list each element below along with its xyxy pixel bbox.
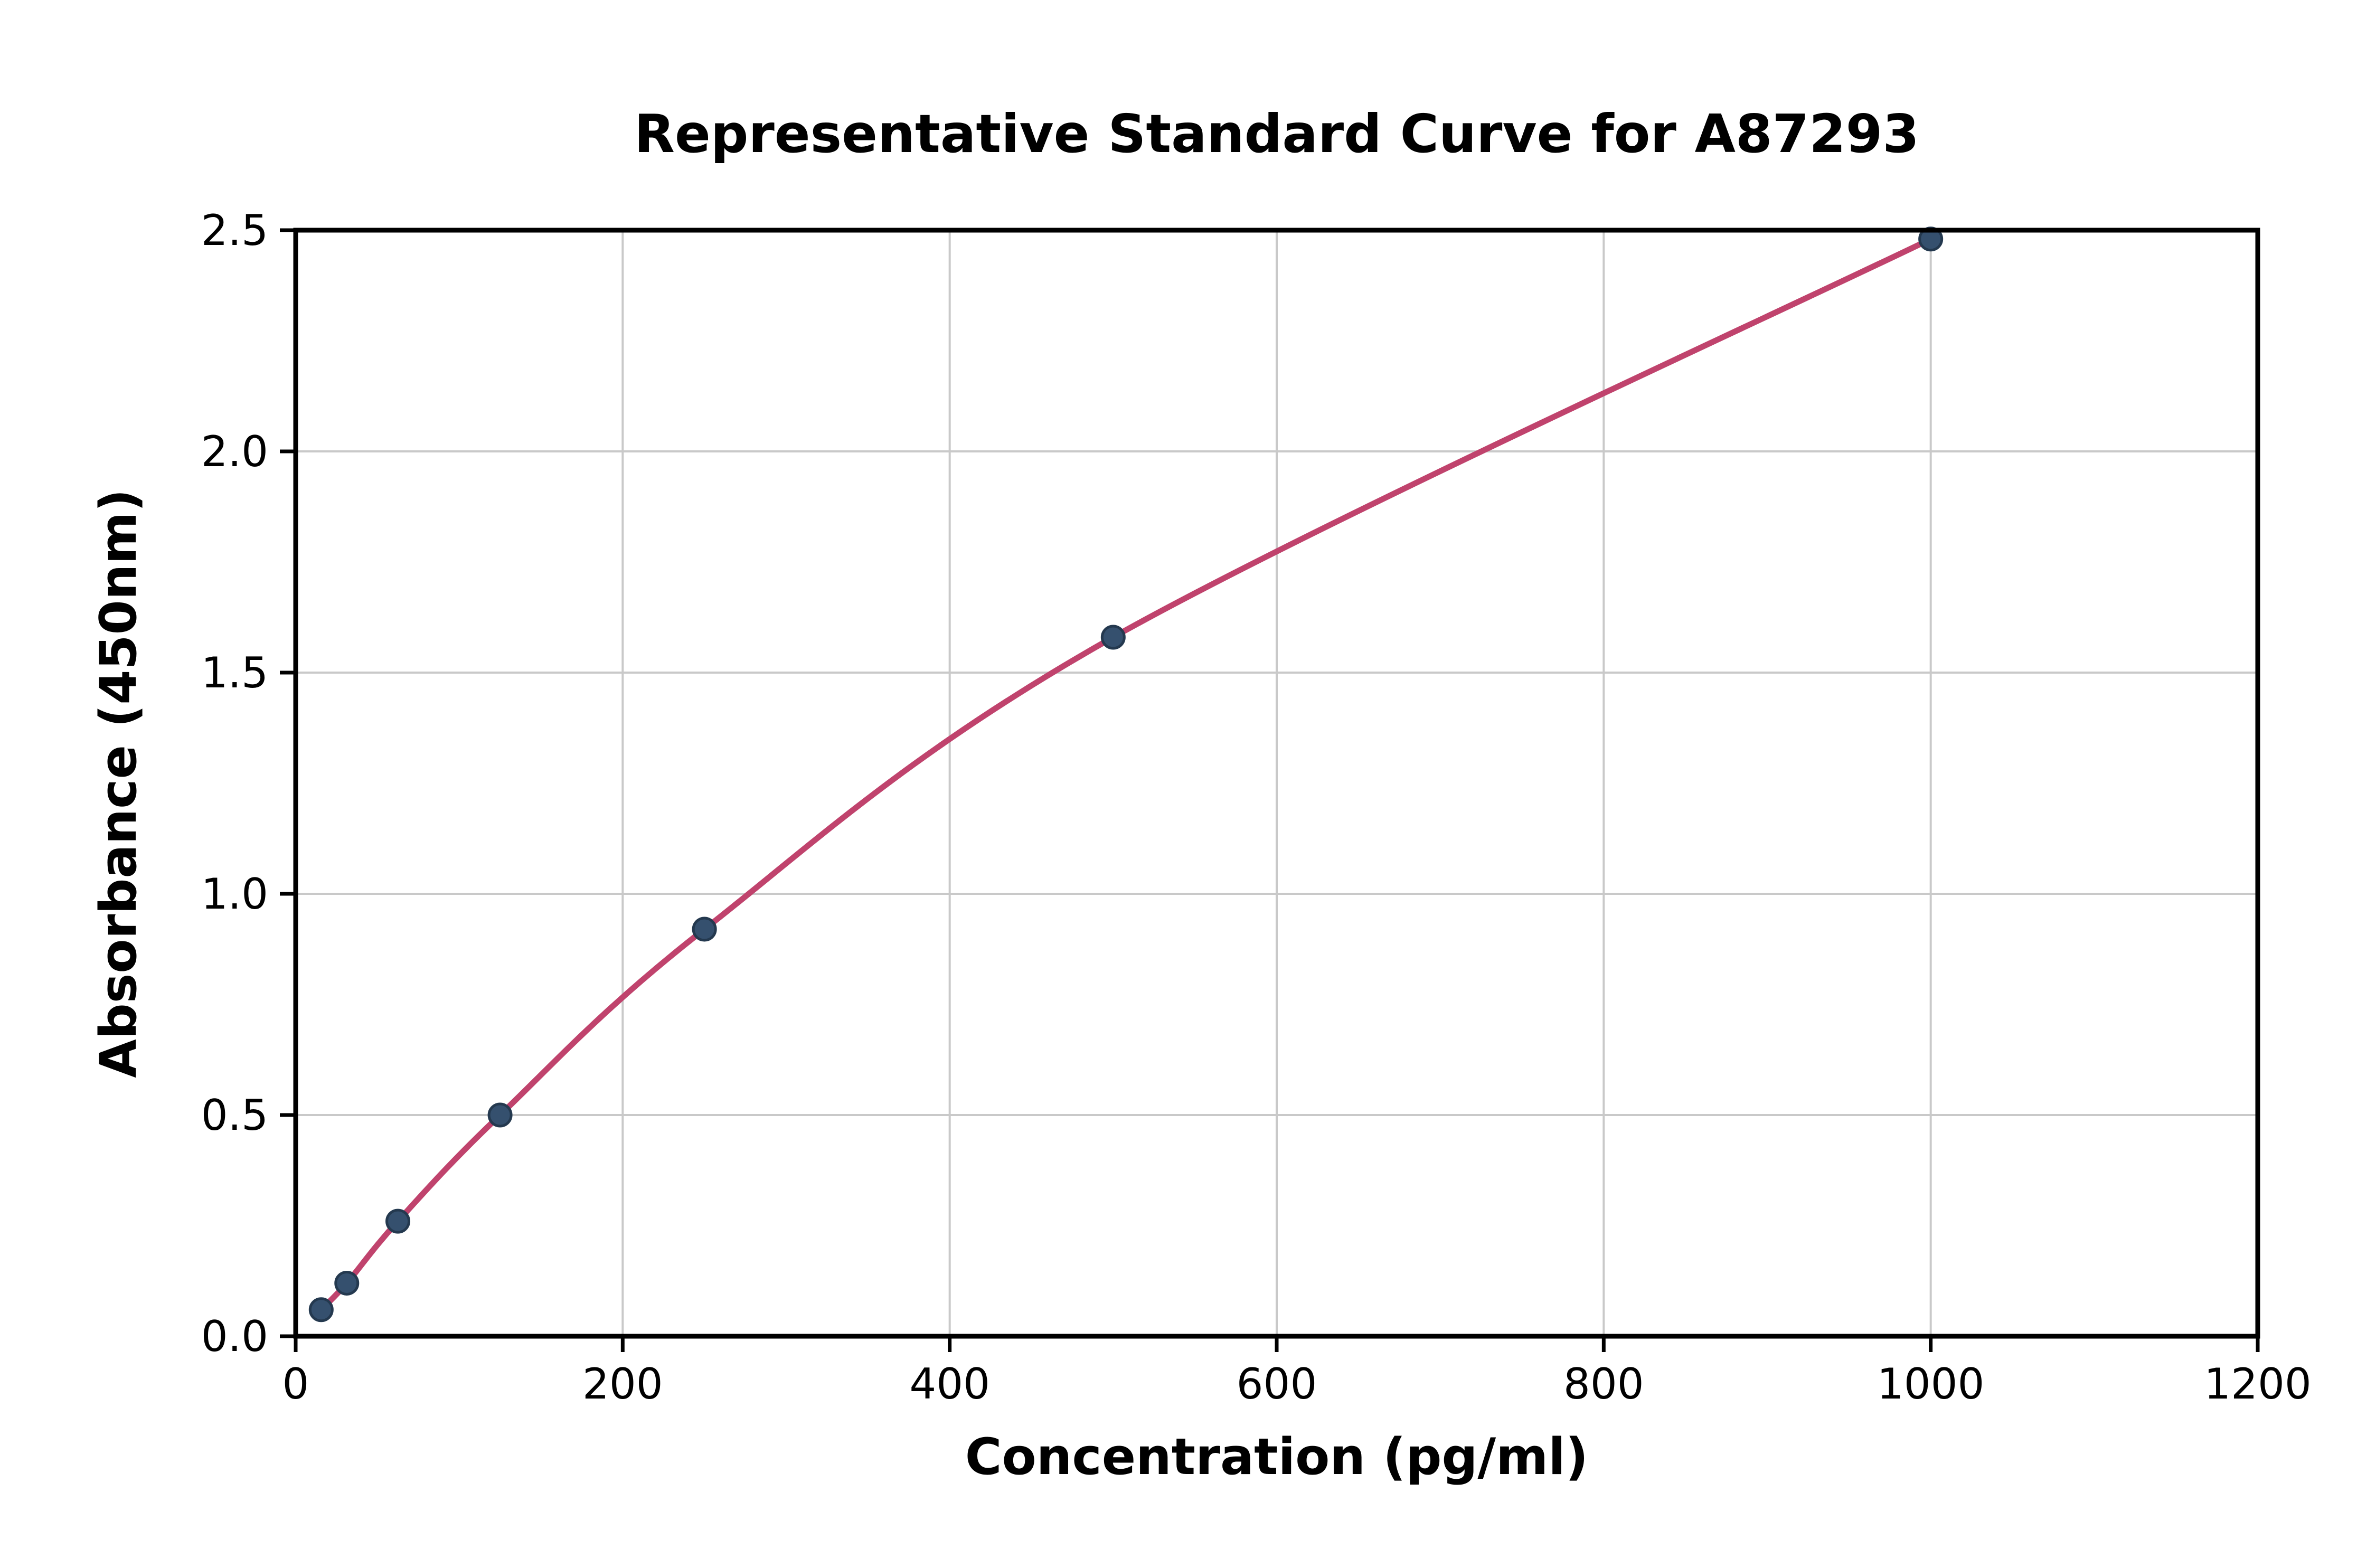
standard-curve-line [318,236,1934,1313]
y-tick-label: 0.0 [201,1312,268,1361]
data-point [308,1297,334,1323]
data-point [385,1208,411,1234]
y-tick-label: 1.0 [201,870,268,919]
chart-title: Representative Standard Curve for A87293 [634,103,1919,165]
x-tick-label: 200 [582,1359,663,1409]
x-tick-label: 0 [282,1359,309,1409]
y-axis-label: Absorbance (450nm) [90,489,148,1078]
x-tick-label: 800 [1563,1359,1644,1409]
x-axis-label: Concentration (pg/ml) [965,1428,1589,1486]
x-tick-label: 1000 [1877,1359,1985,1409]
x-tick-label: 1200 [2204,1359,2312,1409]
data-point [487,1102,513,1128]
data-point [1100,625,1126,650]
y-tick-label: 2.5 [201,206,268,255]
data-point [334,1270,360,1296]
y-tick-label: 2.0 [201,427,268,476]
y-tick-label: 0.5 [201,1091,268,1140]
data-point [692,917,717,942]
x-tick-label: 600 [1237,1359,1317,1409]
x-tick-label: 400 [909,1359,990,1409]
y-tick-label: 1.5 [201,648,268,697]
